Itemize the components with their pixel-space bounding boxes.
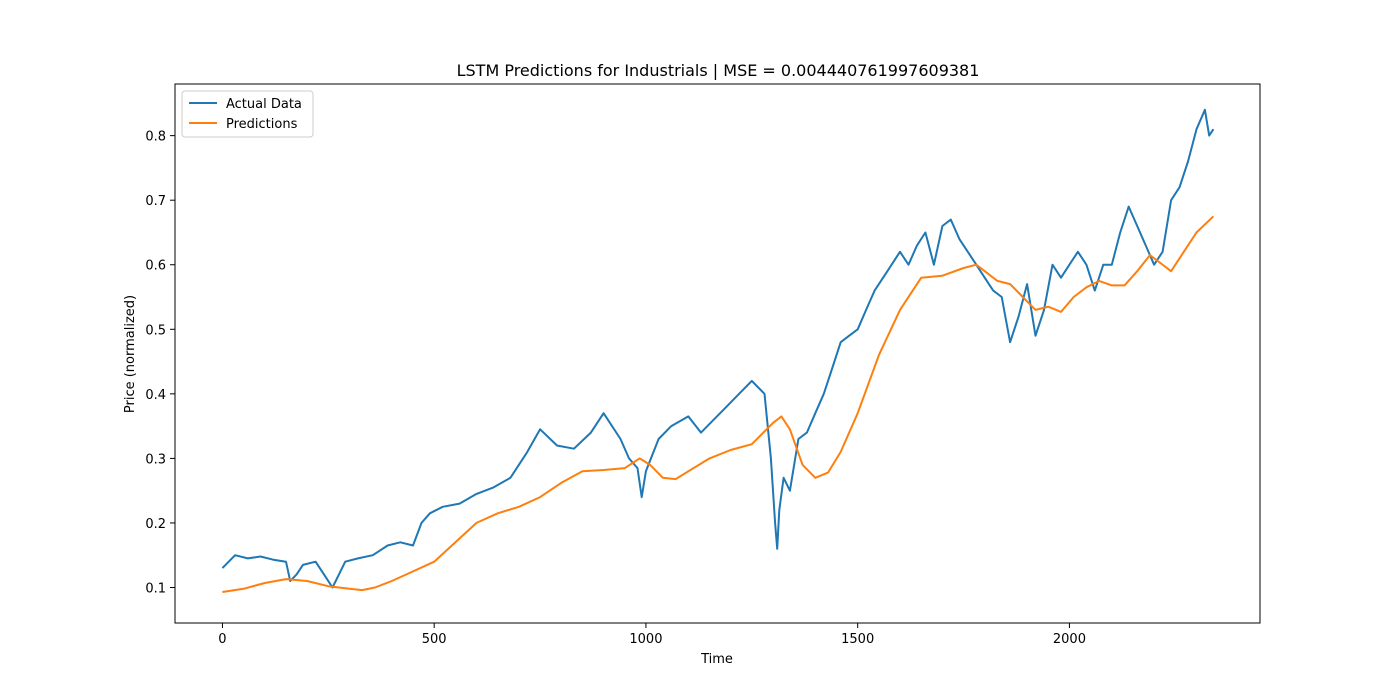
x-tick-label: 0	[218, 632, 226, 647]
x-tick-label: 500	[422, 632, 447, 647]
legend-label-actual: Actual Data	[226, 97, 302, 112]
series-line-predictions	[222, 215, 1215, 593]
x-tick-label: 1000	[629, 632, 662, 647]
x-tick-label: 2000	[1053, 632, 1086, 647]
series-layer	[221, 108, 1215, 593]
series-line-actual	[221, 108, 1215, 589]
y-tick-label: 0.6	[145, 259, 166, 274]
x-axis-title: Time	[700, 652, 733, 667]
legend: Actual Data Predictions	[181, 90, 314, 138]
y-axis-title: Price (normalized)	[123, 295, 138, 413]
y-axis: 0.1 0.2 0.3 0.4 0.5 0.6 0.7 0.8	[145, 130, 175, 596]
y-tick-label: 0.8	[145, 130, 166, 145]
legend-label-predictions: Predictions	[226, 117, 298, 132]
y-tick-label: 0.5	[145, 323, 166, 338]
plot-area-frame	[174, 83, 1261, 624]
y-tick-label: 0.7	[145, 194, 166, 209]
chart-title: LSTM Predictions for Industrials | MSE =…	[457, 61, 980, 80]
y-tick-label: 0.4	[145, 388, 166, 403]
y-tick-label: 0.2	[145, 517, 166, 532]
x-tick-label: 1500	[841, 632, 874, 647]
x-axis: 0 500 1000 1500 2000	[218, 623, 1086, 647]
y-tick-label: 0.1	[145, 581, 166, 596]
y-tick-label: 0.3	[145, 452, 166, 467]
